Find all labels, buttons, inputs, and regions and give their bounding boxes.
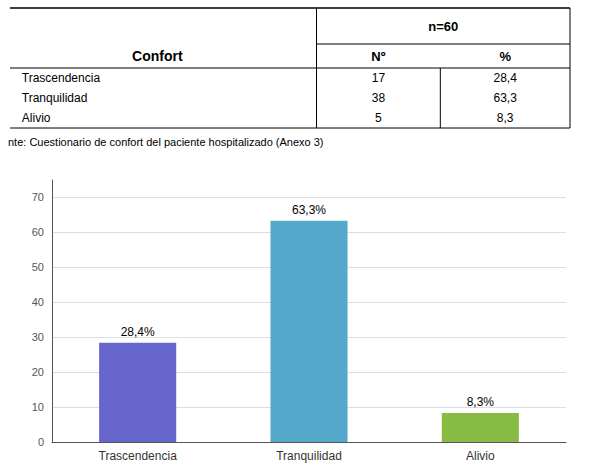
- svg-text:38: 38: [372, 91, 386, 105]
- svg-text:28,4%: 28,4%: [121, 325, 155, 339]
- svg-text:Alivio: Alivio: [466, 449, 495, 463]
- svg-text:60: 60: [32, 226, 44, 238]
- svg-text:Tranquilidad: Tranquilidad: [276, 449, 342, 463]
- svg-text:5: 5: [375, 111, 382, 125]
- svg-text:30: 30: [32, 331, 44, 343]
- svg-text:63,3%: 63,3%: [292, 203, 326, 217]
- svg-text:8,3: 8,3: [497, 111, 514, 125]
- svg-text:n=60: n=60: [428, 19, 458, 34]
- svg-text:8,3%: 8,3%: [467, 395, 495, 409]
- svg-text:28,4: 28,4: [493, 71, 517, 85]
- svg-text:63,3: 63,3: [493, 91, 517, 105]
- svg-text:17: 17: [372, 71, 386, 85]
- svg-text:10: 10: [32, 401, 44, 413]
- svg-text:Trascendencia: Trascendencia: [22, 71, 101, 85]
- svg-text:Nº: Nº: [371, 49, 385, 64]
- svg-text:Confort: Confort: [132, 48, 183, 64]
- svg-text:Alivio: Alivio: [22, 111, 51, 125]
- svg-text:%: %: [499, 49, 511, 64]
- svg-text:Trascendencia: Trascendencia: [99, 449, 178, 463]
- svg-text:0: 0: [38, 436, 44, 448]
- svg-text:40: 40: [32, 296, 44, 308]
- svg-text:Tranquilidad: Tranquilidad: [22, 91, 88, 105]
- svg-text:20: 20: [32, 366, 44, 378]
- svg-text:nte: Cuestionario de confort d: nte: Cuestionario de confort del pacient…: [8, 136, 324, 148]
- svg-text:70: 70: [32, 191, 44, 203]
- svg-text:50: 50: [32, 261, 44, 273]
